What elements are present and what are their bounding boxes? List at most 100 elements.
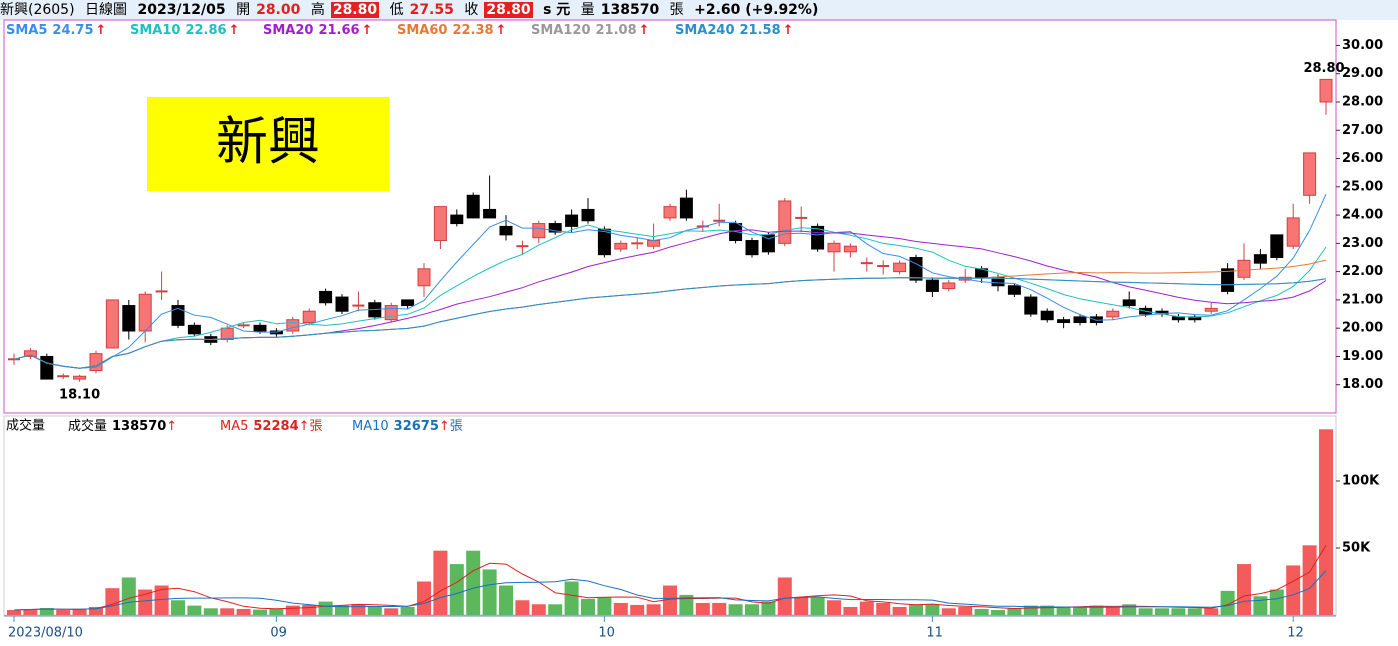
date: 2023/12/05 <box>137 2 226 18</box>
y-tick-label: 27.00 <box>1342 123 1383 138</box>
volume-bar <box>1007 608 1022 615</box>
candle-body <box>909 256 923 281</box>
ma-value: 22.38 <box>452 23 493 38</box>
change: +2.60 (+9.92%) <box>694 2 819 18</box>
label: 開 <box>236 2 251 18</box>
volume-bar <box>909 604 923 615</box>
volume-bar <box>548 604 563 615</box>
volume-bar <box>876 602 891 615</box>
candle-body <box>1286 217 1300 247</box>
vol-unit: 張 <box>450 419 463 434</box>
volume-bar <box>203 608 218 615</box>
volume-legend: MA5 52284↑張 <box>220 419 323 434</box>
volume-bar <box>1187 608 1202 615</box>
volume: 138570 <box>600 2 660 18</box>
ma-line <box>13 277 1327 369</box>
candle-body <box>1253 254 1267 264</box>
ma-name: SMA60 <box>397 23 447 38</box>
candle-body <box>105 299 119 349</box>
x-tick-label: 11 <box>926 626 943 641</box>
label: 收 <box>464 2 479 18</box>
volume-bar <box>810 597 825 615</box>
volume-bar <box>613 602 628 615</box>
candle-body <box>1073 316 1087 324</box>
volume-bar <box>1253 596 1268 615</box>
open: 28.00 <box>256 2 301 18</box>
ma-line <box>13 570 1327 611</box>
x-tick-label: 2023/08/10 <box>8 626 83 641</box>
volume-bar <box>105 588 120 615</box>
candle-body <box>401 299 415 307</box>
candle-body <box>171 305 185 326</box>
volume-bar <box>384 608 399 615</box>
badge: 新興 <box>216 113 320 173</box>
volume-bar <box>712 602 727 615</box>
volume-bar <box>1138 608 1153 615</box>
vol-arrow: ↑ <box>299 419 310 434</box>
ma-name: SMA240 <box>675 23 735 38</box>
ma-legend: SMA120 21.08 ↑ <box>531 23 650 38</box>
candle-body <box>1057 319 1071 324</box>
volume-bar <box>351 604 366 615</box>
vol-name: 成交量 <box>68 418 107 434</box>
candle-body <box>253 324 267 332</box>
volume-bar <box>941 608 956 615</box>
ma-arrow: ↑ <box>96 23 107 38</box>
volume-bar <box>1204 608 1219 615</box>
y2-tick-label: 50K <box>1342 540 1371 555</box>
ma-line <box>13 193 1327 369</box>
vol-arrow: ↑ <box>439 419 450 434</box>
volume-bar <box>466 550 481 615</box>
period[interactable]: 日線圖 <box>85 2 128 18</box>
unit: s 元 <box>543 2 571 18</box>
x-tick-label: 09 <box>270 626 287 641</box>
candle-body <box>1007 285 1021 295</box>
candle-body <box>679 197 693 219</box>
ma-name: SMA20 <box>263 23 313 38</box>
volume-bar <box>1073 606 1087 615</box>
volume-bar <box>1319 429 1333 615</box>
volume-bar <box>1105 606 1120 615</box>
vol-value: 52284 <box>253 419 298 434</box>
volume-bar <box>253 609 267 615</box>
volume-bar <box>1023 605 1038 615</box>
volume-bar <box>646 604 661 615</box>
candle-body <box>499 225 513 236</box>
candle-body <box>450 214 464 225</box>
vol-value: 138570 <box>112 419 166 434</box>
volume-bar <box>367 606 382 615</box>
high: 28.80 <box>330 2 380 18</box>
volume-bar <box>794 597 809 615</box>
ma-legend: SMA60 22.38 ↑ <box>397 23 506 38</box>
price-panel <box>3 19 1337 414</box>
volume-bar <box>1089 605 1104 615</box>
candle-body <box>384 305 398 321</box>
ma-name: SMA120 <box>531 23 591 38</box>
y-tick-label: 19.00 <box>1342 349 1383 364</box>
y2-tick-label: 100K <box>1342 473 1380 488</box>
volume-bar <box>187 605 202 615</box>
candle-body <box>1122 299 1136 307</box>
candle-body <box>433 206 447 242</box>
annotation: 18.10 <box>59 387 100 402</box>
candle-body <box>1171 316 1185 321</box>
candle-body <box>286 319 300 332</box>
y-tick-label: 21.00 <box>1342 292 1383 307</box>
volume-bar <box>433 550 448 615</box>
low: 27.55 <box>409 2 454 18</box>
volume-bar <box>974 608 989 615</box>
candle-body <box>122 305 136 332</box>
candle-body <box>220 327 234 340</box>
ma-name: SMA10 <box>130 23 180 38</box>
y-tick-label: 28.00 <box>1342 94 1383 109</box>
volume-bar <box>958 606 973 615</box>
candle-body <box>1237 259 1251 278</box>
vol-unit: 張 <box>310 419 323 434</box>
volume-bar <box>1302 545 1317 615</box>
volume-bar <box>23 608 38 615</box>
candle-body <box>89 353 103 372</box>
volume-bar <box>56 610 71 615</box>
volume-bar <box>1237 564 1251 615</box>
